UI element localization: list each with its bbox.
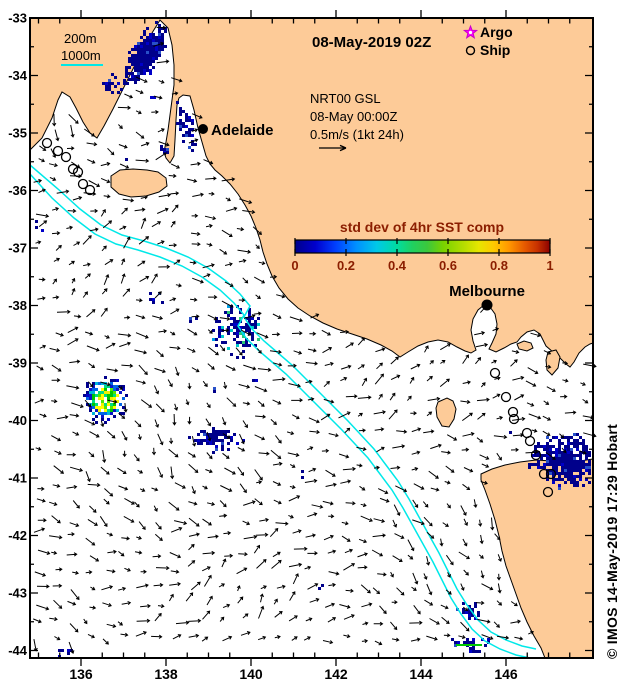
ship-marker (41, 137, 53, 149)
ship-circle-icon (465, 45, 476, 56)
king-island (435, 397, 457, 428)
sst-pixels (98, 391, 119, 412)
legend-ship-label: Ship (480, 42, 510, 58)
copyright-text: © IMOS 14-May-2019 17:29 Hobart (604, 424, 620, 659)
vector-key-time: 08-May 00:00Z (310, 109, 397, 124)
y-tick-label: -43 (8, 586, 27, 601)
ship-marker (542, 486, 554, 498)
phillip-island (516, 340, 534, 352)
y-tick-label: -41 (8, 471, 27, 486)
sst-pixels (89, 385, 122, 418)
mainland-coast (29, 17, 594, 368)
colorbar-gradient (294, 239, 551, 254)
sst-pixels-green-streak (456, 644, 482, 646)
isobath-1000m (29, 173, 531, 659)
colorbar-title: std dev of 4hr SST comp (340, 219, 504, 235)
x-tick-label: 146 (494, 666, 518, 682)
vector-key-scale: 0.5m/s (1kt 24h) (310, 127, 404, 142)
vector-key-name: NRT00 GSL (310, 91, 381, 106)
x-tick-label: 142 (324, 666, 348, 682)
isobath-200m (29, 164, 537, 650)
y-tick-label: -33 (8, 11, 27, 26)
argo-star-icon (462, 24, 479, 39)
ship-marker (500, 391, 512, 403)
depth-legend-1000m: 1000m (61, 48, 101, 63)
y-tick-label: -40 (8, 413, 27, 428)
colorbar-tick-label: 0.8 (490, 258, 508, 273)
y-tick-label: -44 (8, 643, 28, 658)
colorbar-tick-marks (294, 238, 551, 256)
y-tick-label: -42 (8, 528, 27, 543)
adelaide-city-label: Adelaide (211, 122, 274, 139)
ship-marker (60, 151, 72, 163)
colorbar-tick-labels: 0 0.2 0.4 0.6 0.8 1 (291, 258, 553, 273)
axis-ticks-layer (30, 10, 593, 666)
ship-marker (538, 468, 550, 480)
x-tick-label: 136 (69, 666, 93, 682)
y-tick-label: -39 (8, 356, 27, 371)
colorbar-tick-label: 0 (291, 258, 298, 273)
legend-argo-label: Argo (480, 24, 513, 40)
ship-marker (52, 145, 64, 157)
ship-marker (67, 163, 79, 175)
melbourne-city-label: Melbourne (449, 283, 525, 300)
current-vector-layer (33, 25, 597, 655)
y-tick-label: -37 (8, 241, 27, 256)
y-tick-label: -35 (8, 126, 27, 141)
y-tick-label: -36 (8, 183, 27, 198)
ship-marker (72, 166, 84, 178)
ship-marker (545, 468, 557, 480)
sst-stddev-pixel-layer (35, 21, 591, 658)
ship-marker (507, 406, 519, 418)
ship-marker (77, 178, 89, 190)
adelaide-city-dot (198, 124, 208, 134)
isobath-contour-layer (29, 164, 537, 659)
land-layer (29, 17, 594, 659)
ship-marker (84, 184, 96, 196)
x-tick-label: 144 (409, 666, 433, 682)
ship-marker (489, 367, 501, 379)
sst-pixels (221, 323, 260, 350)
current-vectors (33, 25, 597, 655)
axis-ticks (30, 10, 593, 666)
sst-pixels (227, 311, 260, 344)
ship-marker (530, 449, 542, 461)
sst-pixels (86, 382, 125, 415)
ship-marker (524, 435, 536, 447)
ship-marker (508, 413, 520, 425)
kangaroo-island (110, 168, 168, 198)
ship-markers-layer (41, 137, 557, 498)
axis-tick-labels-layer: 136 138 140 142 144 146 -33 -34 -35 -36 -37 -38 -39 -… (8, 11, 518, 683)
colorbar-tick-label: 0.4 (388, 258, 407, 273)
y-tick-label: -34 (8, 68, 28, 83)
argo-star-center (468, 30, 473, 35)
prom-island (545, 349, 561, 376)
x-tick-label: 138 (154, 666, 178, 682)
plot-frame (29, 17, 594, 659)
vector-scale-arrow-icon (319, 144, 347, 152)
map-title: 08-May-2019 02Z (312, 34, 431, 51)
y-tick-label: -38 (8, 298, 27, 313)
colorbar-ticks (294, 238, 551, 256)
colorbar-tick-label: 0.6 (439, 258, 457, 273)
melbourne-city-dot (481, 299, 493, 311)
colorbar-tick-label: 1 (546, 258, 553, 273)
depth-legend-200m: 200m (64, 31, 97, 46)
x-tick-label: 140 (239, 666, 263, 682)
colorbar-tick-label: 0.2 (337, 258, 355, 273)
